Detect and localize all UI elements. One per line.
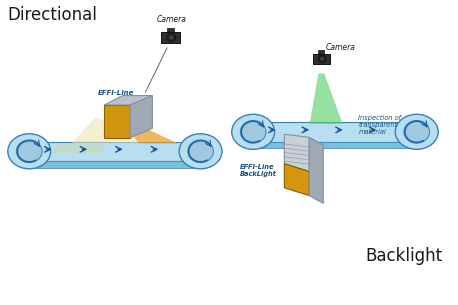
Polygon shape bbox=[130, 95, 153, 138]
Polygon shape bbox=[71, 117, 139, 143]
FancyBboxPatch shape bbox=[312, 54, 330, 64]
Text: Inspection of
transparent
material: Inspection of transparent material bbox=[358, 115, 401, 135]
Text: Camera: Camera bbox=[157, 15, 186, 24]
Ellipse shape bbox=[188, 140, 213, 163]
Ellipse shape bbox=[8, 134, 51, 169]
Ellipse shape bbox=[232, 114, 274, 149]
FancyBboxPatch shape bbox=[161, 31, 180, 43]
Text: Backlight: Backlight bbox=[365, 247, 442, 265]
Text: Directional: Directional bbox=[8, 6, 98, 24]
FancyBboxPatch shape bbox=[318, 50, 324, 54]
Text: Camera: Camera bbox=[326, 43, 356, 52]
Polygon shape bbox=[253, 122, 417, 142]
FancyBboxPatch shape bbox=[167, 28, 174, 32]
Ellipse shape bbox=[395, 114, 438, 149]
Polygon shape bbox=[52, 145, 105, 153]
Ellipse shape bbox=[240, 120, 266, 143]
Ellipse shape bbox=[16, 140, 42, 163]
Text: EFFI-Line: EFFI-Line bbox=[98, 90, 134, 96]
Circle shape bbox=[320, 57, 324, 61]
Polygon shape bbox=[29, 161, 201, 168]
Polygon shape bbox=[284, 134, 309, 171]
Polygon shape bbox=[29, 142, 201, 161]
Polygon shape bbox=[253, 142, 417, 148]
Polygon shape bbox=[310, 74, 343, 124]
Text: EFFI-Line
BackLight: EFFI-Line BackLight bbox=[240, 163, 276, 177]
Circle shape bbox=[167, 33, 176, 42]
Polygon shape bbox=[104, 105, 130, 138]
Polygon shape bbox=[309, 137, 323, 203]
Polygon shape bbox=[284, 164, 309, 196]
Ellipse shape bbox=[404, 120, 430, 143]
Ellipse shape bbox=[179, 134, 222, 169]
Polygon shape bbox=[130, 130, 178, 143]
Circle shape bbox=[169, 35, 174, 40]
Polygon shape bbox=[104, 95, 153, 105]
Circle shape bbox=[318, 55, 326, 63]
